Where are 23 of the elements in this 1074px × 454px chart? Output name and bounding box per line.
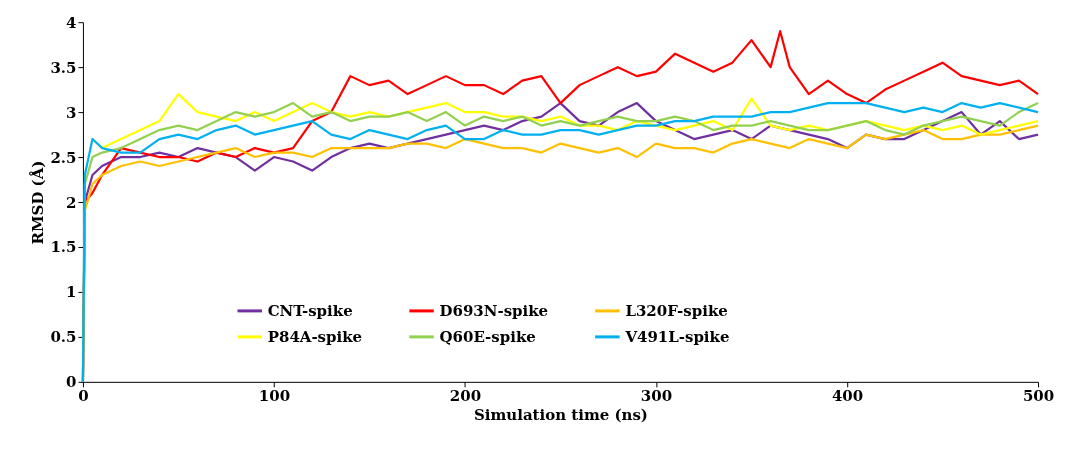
y-tick-label: 0 — [66, 373, 77, 392]
legend-label: P84A-spike — [267, 327, 363, 346]
legend-label: Q60E-spike — [439, 327, 536, 346]
y-tick-label: 3.5 — [50, 58, 77, 77]
x-tick-label: 0 — [78, 387, 89, 406]
legend-label: CNT-spike — [267, 301, 353, 320]
y-tick-label: 1 — [66, 283, 77, 302]
y-axis-title: RMSD (Å) — [29, 160, 48, 245]
y-tick-label: 4 — [66, 13, 77, 32]
legend-label: D693N-spike — [439, 301, 549, 320]
y-tick-label: 0.5 — [50, 328, 77, 347]
x-tick-label: 100 — [258, 387, 291, 406]
x-axis-title: Simulation time (ns) — [474, 406, 648, 425]
legend-label: V491L-spike — [624, 327, 730, 346]
x-tick-label: 400 — [831, 387, 864, 406]
x-tick-label: 300 — [640, 387, 673, 406]
y-tick-label: 2 — [66, 193, 77, 212]
y-tick-label: 2.5 — [50, 148, 77, 167]
legend-label: L320F-spike — [625, 301, 728, 320]
x-tick-label: 200 — [449, 387, 482, 406]
y-tick-label: 3 — [66, 103, 77, 122]
y-tick-label: 1.5 — [50, 238, 77, 257]
x-tick-label: 500 — [1022, 387, 1055, 406]
